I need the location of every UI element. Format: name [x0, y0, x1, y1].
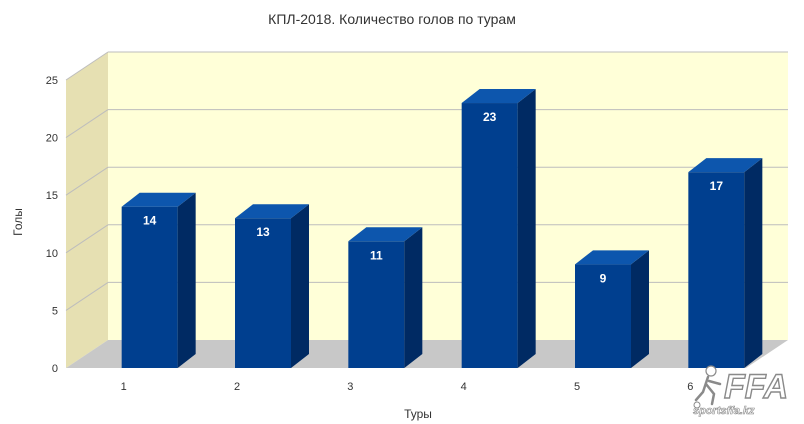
bar-top	[121, 192, 196, 207]
bar-value-label: 9	[600, 271, 607, 285]
y-tick-label: 5	[52, 305, 58, 317]
y-tick-label: 10	[46, 248, 58, 260]
bar-top	[348, 227, 423, 242]
bar-front	[461, 103, 518, 368]
bar-value-label: 13	[256, 225, 270, 239]
bar-value-label: 11	[370, 248, 383, 262]
grid-line	[65, 224, 109, 254]
x-tick-label: 5	[574, 381, 580, 393]
bar-value-label: 17	[710, 179, 724, 193]
bar-side	[744, 158, 763, 368]
bar-side	[404, 227, 423, 368]
grid-line	[65, 281, 109, 311]
grid-line	[65, 166, 109, 196]
bar-top	[235, 204, 309, 219]
bar-top	[575, 250, 649, 265]
grid-line	[65, 109, 109, 139]
x-tick-label: 2	[234, 381, 240, 393]
player-icon	[693, 365, 722, 409]
bar-6: 17	[688, 158, 763, 368]
bar-4: 23	[461, 89, 536, 368]
bar-1: 14	[121, 192, 196, 368]
bar-value-label: 23	[483, 110, 497, 124]
chart-title: КПЛ-2018. Количество голов по турам	[268, 11, 516, 27]
bar-side	[631, 250, 649, 368]
bar-value-label: 14	[143, 214, 157, 228]
x-tick-label: 6	[687, 381, 693, 393]
grid-line	[65, 51, 109, 81]
bar-front	[121, 206, 178, 368]
bar-front	[348, 241, 405, 368]
x-axis-ticks: 1 2 3 4 5 6	[121, 381, 694, 393]
x-tick-label: 4	[461, 381, 467, 393]
bar-front	[235, 218, 291, 368]
y-tick-label: 25	[46, 75, 58, 87]
plot-back-wall	[108, 52, 788, 340]
y-axis-label: Голы	[11, 208, 25, 236]
watermark-logo: FFA sportsffa.kz	[693, 365, 789, 417]
y-axis-ticks: 0 5 10 15 20 25	[46, 75, 58, 375]
grid-lines	[65, 51, 788, 311]
bar-3: 11	[348, 227, 423, 368]
y-tick-label: 15	[46, 190, 58, 202]
x-axis-label: Туры	[404, 407, 432, 421]
watermark-logo-text: FFA	[724, 368, 788, 406]
bars: 14 13 11 23 9 17	[121, 89, 763, 368]
bar-side	[177, 192, 196, 368]
x-tick-label: 3	[347, 381, 353, 393]
bar-side	[291, 204, 309, 368]
x-tick-label: 1	[121, 381, 127, 393]
watermark-site: sportsffa.kz	[693, 405, 755, 417]
bar-5: 9	[575, 250, 649, 368]
bar-side	[517, 89, 536, 368]
bar-top	[461, 89, 536, 104]
bar-top	[688, 158, 763, 173]
plot-side-wall	[66, 52, 108, 368]
bar-front	[575, 264, 631, 368]
y-tick-label: 0	[52, 363, 58, 375]
bar-2: 13	[235, 204, 309, 368]
y-tick-label: 20	[46, 133, 58, 145]
bar-front	[688, 172, 745, 368]
